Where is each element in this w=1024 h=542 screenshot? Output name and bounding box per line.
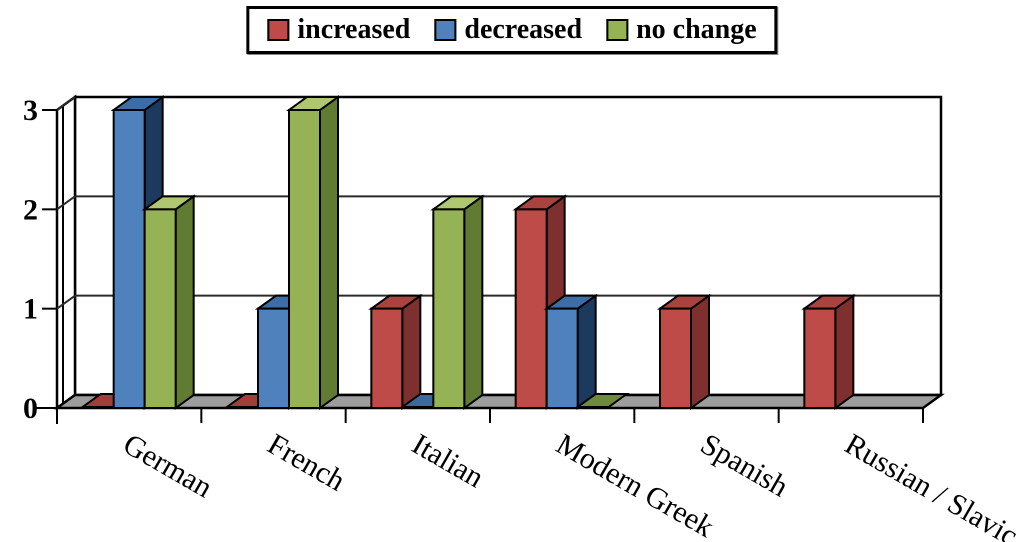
bar-Spanish-increased xyxy=(659,307,692,409)
left-wall xyxy=(55,94,77,411)
legend-label-increased: increased xyxy=(297,14,411,45)
legend-swatch-decreased xyxy=(434,19,457,41)
y-axis-label-2: 2 xyxy=(23,193,38,226)
bar-Modern-Greek-increased xyxy=(514,208,548,409)
gridline-wall-step-2 xyxy=(56,195,76,211)
bar-Italian-no-change xyxy=(432,208,466,409)
x-axis-label-French: French xyxy=(262,427,351,497)
bar-side-Italian-no-change xyxy=(463,194,484,410)
bar-side-Russian-Slavic-increased xyxy=(834,293,855,410)
legend-item-decreased: decreased xyxy=(434,16,582,44)
bar-German-no-change xyxy=(143,208,177,409)
y-axis-label-0: 0 xyxy=(23,392,38,425)
x-axis-label-Russian-Slavic: Russian / Slavic xyxy=(839,427,1023,542)
legend-label-decreased: decreased xyxy=(464,14,583,45)
legend-item-increased: increased xyxy=(267,16,410,44)
legend-swatch-no-change xyxy=(606,19,629,41)
bar-French-decreased xyxy=(257,307,290,409)
bar-Russian-Slavic-increased xyxy=(803,307,837,409)
x-axis-label-Spanish: Spanish xyxy=(695,427,794,503)
bar-side-Italian-increased xyxy=(401,293,422,410)
bar-French-no-change xyxy=(288,109,321,409)
bar-Italian-increased xyxy=(370,307,404,409)
x-axis-label-Italian: Italian xyxy=(406,427,489,494)
bar-side-Modern-Greek-decreased xyxy=(576,293,597,410)
y-axis-label-1: 1 xyxy=(23,293,38,326)
legend-item-no-change: no change xyxy=(606,16,757,44)
bar-side-French-no-change xyxy=(319,95,339,410)
x-axis-label-Modern-Greek: Modern Greek xyxy=(551,427,720,542)
bar-Modern-Greek-no-change xyxy=(574,393,630,408)
back-wall xyxy=(73,95,943,397)
bar-side-German-no-change xyxy=(174,194,195,410)
legend: increased decreased no change xyxy=(246,6,778,54)
bar-Modern-Greek-decreased xyxy=(545,307,579,409)
y-axis-label-3: 3 xyxy=(23,94,38,127)
gridline-wall-step-1 xyxy=(56,294,76,310)
bar-side-Spanish-increased xyxy=(690,293,710,410)
x-axis-label-German: German xyxy=(118,427,218,504)
legend-swatch-increased xyxy=(267,19,290,41)
legend-label-no-change: no change xyxy=(636,14,757,45)
gridline-wall-step-3 xyxy=(56,96,76,111)
bar-German-decreased xyxy=(112,109,146,409)
